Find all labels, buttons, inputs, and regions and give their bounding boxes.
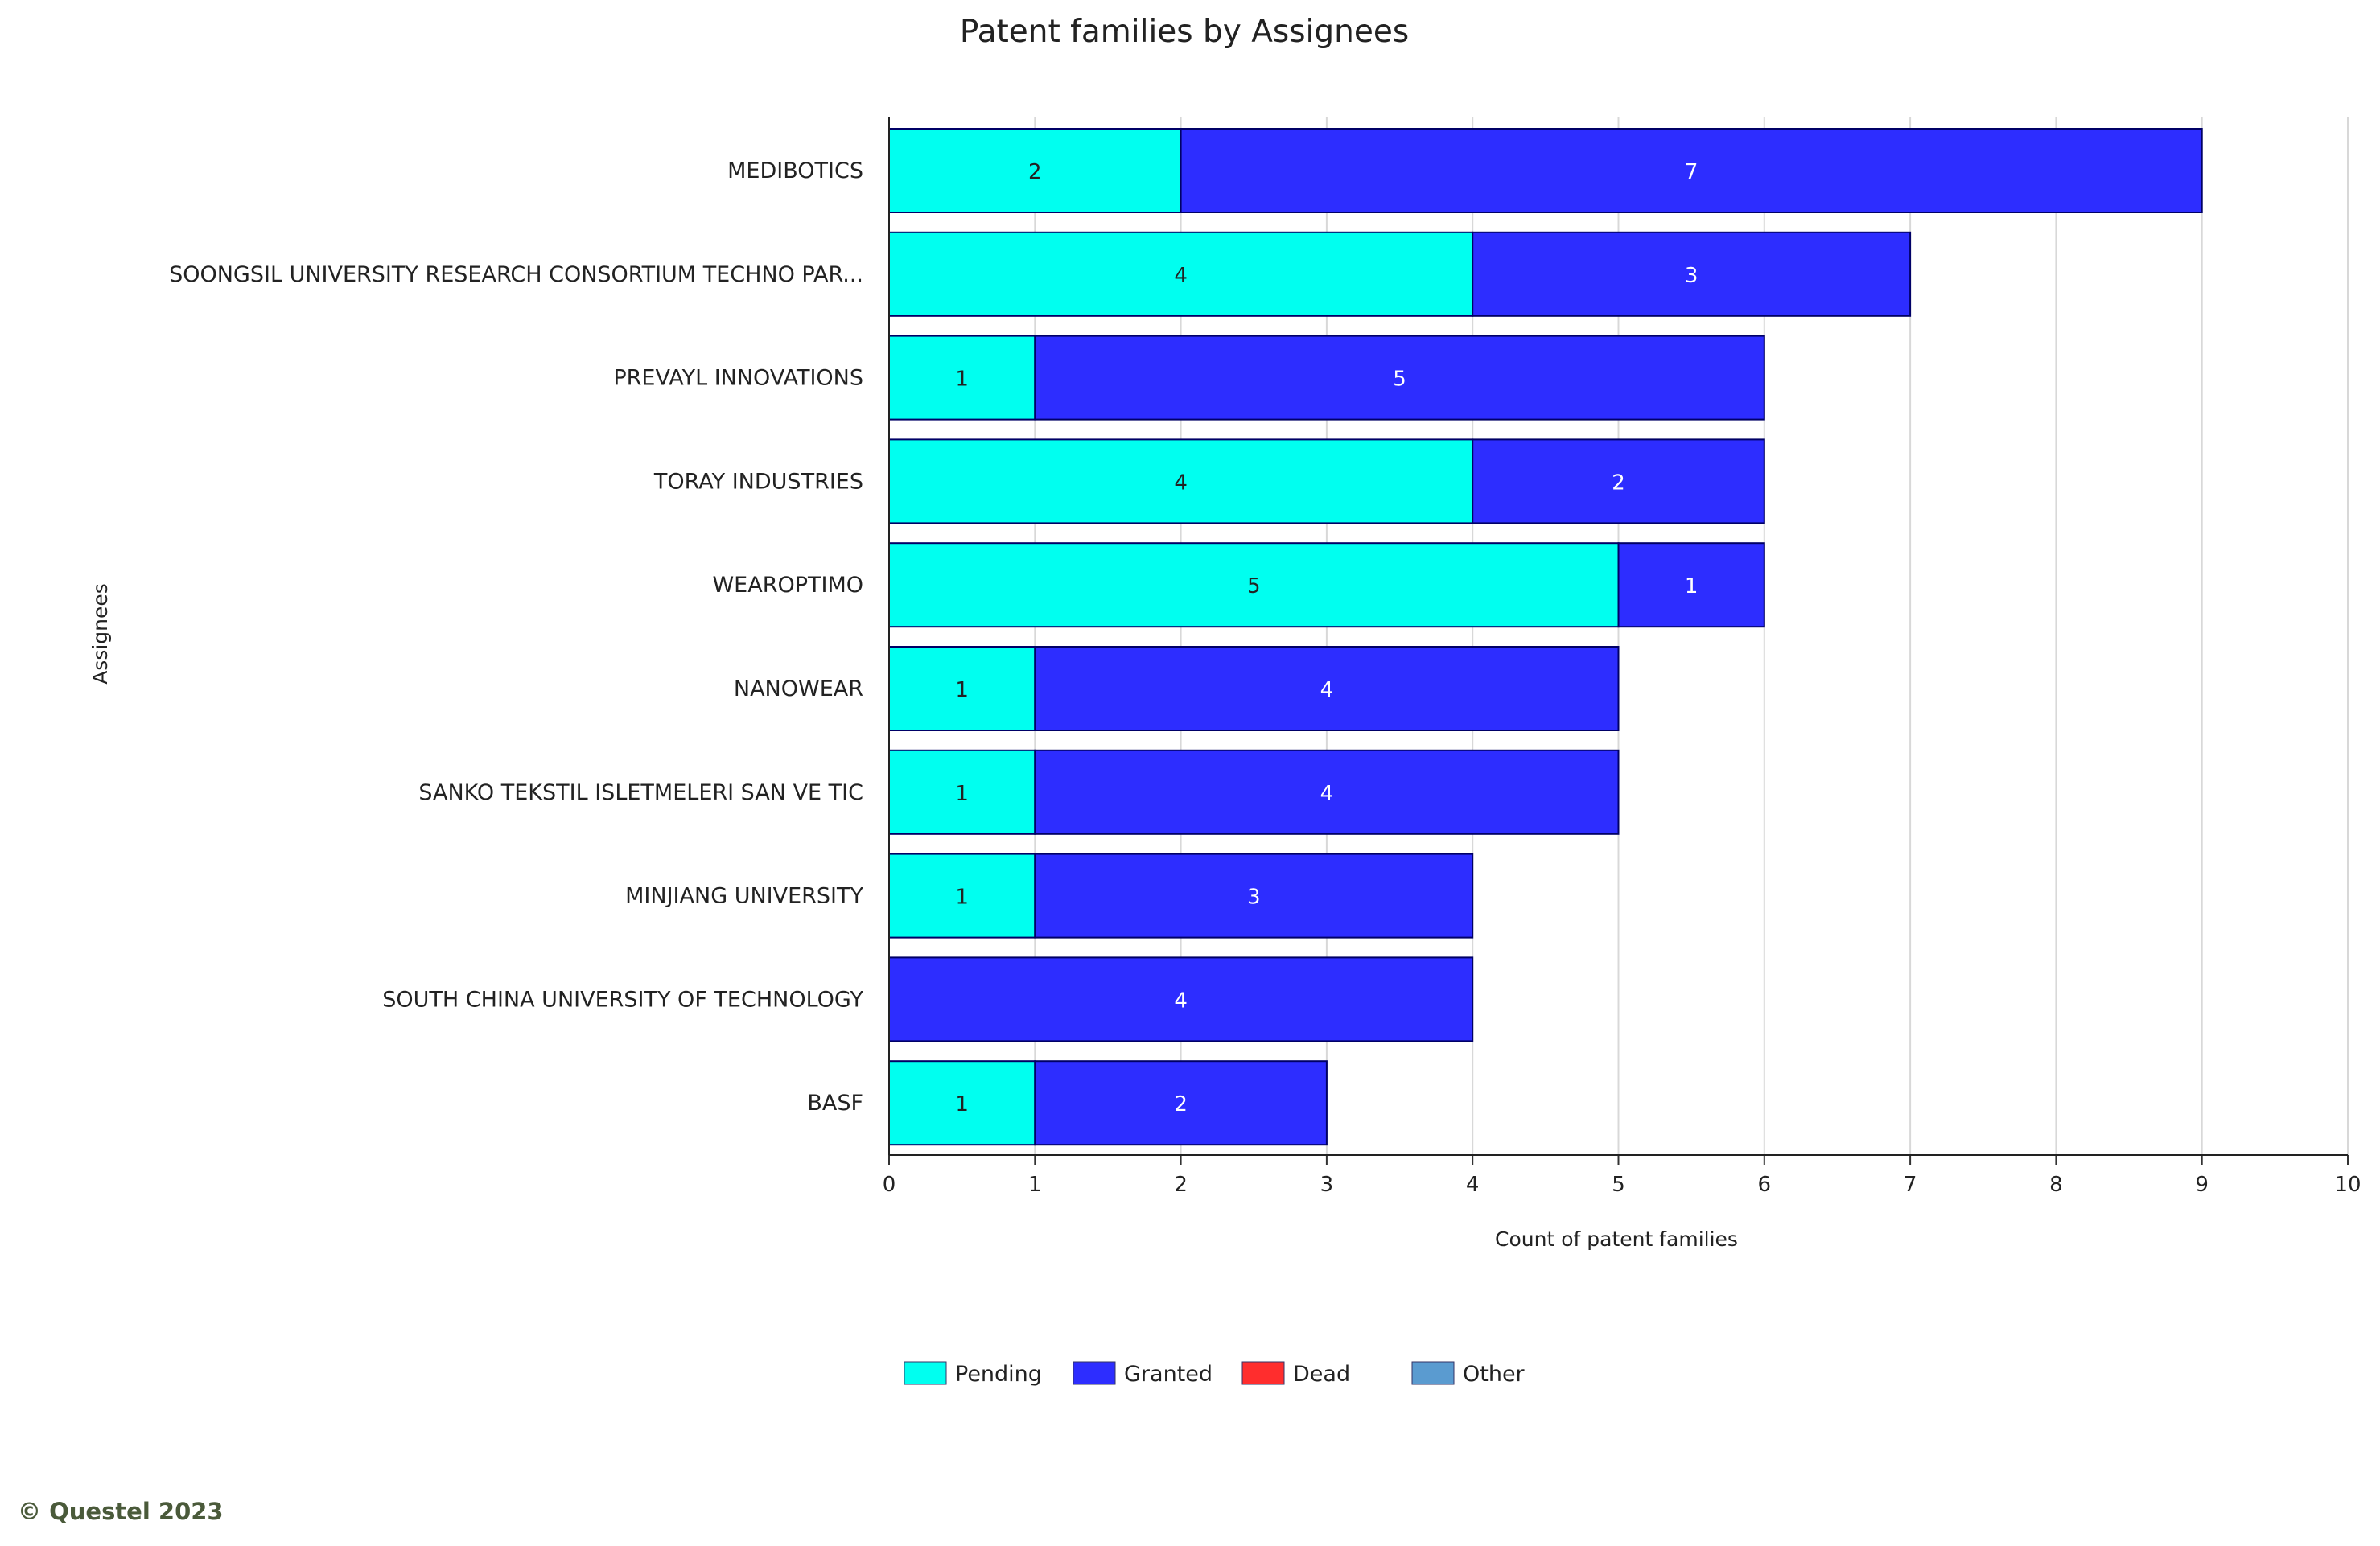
bar-value-label: 7 <box>1685 160 1699 184</box>
legend-label-pending: Pending <box>955 1362 1042 1387</box>
x-tick-label: 3 <box>1320 1173 1334 1197</box>
bar-value-label: 1 <box>955 1092 969 1116</box>
legend-swatch-other <box>1411 1361 1455 1385</box>
legend-swatch-dead <box>1241 1361 1285 1385</box>
x-tick-label: 0 <box>883 1173 896 1197</box>
legend-swatch-granted <box>1073 1361 1116 1385</box>
category-label: SANKO TEKSTIL ISLETMELERI SAN VE TIC <box>418 780 863 805</box>
bar-value-label: 4 <box>1174 264 1188 288</box>
category-label: BASF <box>807 1091 863 1116</box>
category-label: SOUTH CHINA UNIVERSITY OF TECHNOLOGY <box>382 987 863 1012</box>
bar-value-label: 1 <box>955 678 969 702</box>
bar-pending <box>888 1060 1036 1146</box>
bar-value-label: 5 <box>1247 574 1261 598</box>
bar-value-label: 2 <box>1612 471 1625 495</box>
category-label: WEAROPTIMO <box>712 573 863 598</box>
axes: 0 1 2 3 4 5 6 7 8 9 10 <box>883 117 2361 1197</box>
bar-granted <box>1472 438 1765 524</box>
x-tick-label: 6 <box>1758 1173 1772 1197</box>
bar-value-label: 1 <box>955 368 969 392</box>
x-tick-label: 1 <box>1028 1173 1042 1197</box>
x-tick-label: 4 <box>1466 1173 1480 1197</box>
y-axis-title: Assignees <box>89 583 112 685</box>
x-tick-label: 2 <box>1174 1173 1188 1197</box>
bar-granted <box>1034 749 1620 835</box>
bar-granted <box>1034 853 1474 939</box>
bar-value-label: 4 <box>1174 471 1188 495</box>
bars: 2 7 4 3 1 5 4 2 5 1 1 4 1 4 1 3 4 1 2 <box>888 128 2203 1146</box>
bar-pending <box>888 646 1036 731</box>
bar-granted <box>1034 646 1620 731</box>
bar-pending <box>888 438 1474 524</box>
bar-value-label: 1 <box>955 782 969 806</box>
x-tick-label: 8 <box>2049 1173 2063 1197</box>
bar-pending <box>888 749 1036 835</box>
legend-label-granted: Granted <box>1124 1362 1213 1387</box>
bar-value-label: 2 <box>1174 1092 1188 1116</box>
bar-granted <box>1472 231 1912 317</box>
bar-value-label: 4 <box>1320 782 1334 806</box>
x-axis-title: Count of patent families <box>1495 1227 1738 1251</box>
x-tick-label: 10 <box>2334 1173 2361 1197</box>
category-label: NANOWEAR <box>734 676 863 701</box>
copyright-notice: © Questel 2023 <box>18 1498 224 1525</box>
legend-swatch-pending <box>904 1361 947 1385</box>
category-label: MEDIBOTICS <box>727 158 863 183</box>
bar-value-label: 5 <box>1393 368 1406 392</box>
bar-granted <box>888 956 1474 1042</box>
bar-value-label: 1 <box>955 886 969 910</box>
x-tick-label: 7 <box>1904 1173 1917 1197</box>
bar-value-label: 3 <box>1247 886 1261 910</box>
x-tick-label: 9 <box>2195 1173 2209 1197</box>
bar-granted <box>1034 335 1765 421</box>
bar-pending <box>888 542 1620 628</box>
category-labels: MEDIBOTICS SOONGSIL UNIVERSITY RESEARCH C… <box>169 158 863 1116</box>
chart-title: Patent families by Assignees <box>960 14 1409 50</box>
legend: Pending Granted Dead Other <box>904 1361 1526 1387</box>
x-tick-label: 5 <box>1612 1173 1625 1197</box>
bar-value-label: 4 <box>1174 989 1188 1013</box>
bar-value-label: 4 <box>1320 678 1334 702</box>
bar-value-label: 1 <box>1685 574 1699 598</box>
bar-value-label: 2 <box>1028 160 1042 184</box>
category-label: PREVAYL INNOVATIONS <box>613 366 863 391</box>
bar-pending <box>888 853 1036 939</box>
legend-label-dead: Dead <box>1293 1362 1350 1387</box>
bar-granted <box>1180 128 2203 213</box>
bar-granted <box>1617 542 1765 628</box>
category-label: SOONGSIL UNIVERSITY RESEARCH CONSORTIUM … <box>169 262 863 287</box>
bar-granted <box>1034 1060 1328 1146</box>
category-label: TORAY INDUSTRIES <box>653 469 863 494</box>
category-label: MINJIANG UNIVERSITY <box>625 884 863 909</box>
legend-label-other: Other <box>1463 1362 1526 1387</box>
bar-value-label: 3 <box>1685 264 1699 288</box>
